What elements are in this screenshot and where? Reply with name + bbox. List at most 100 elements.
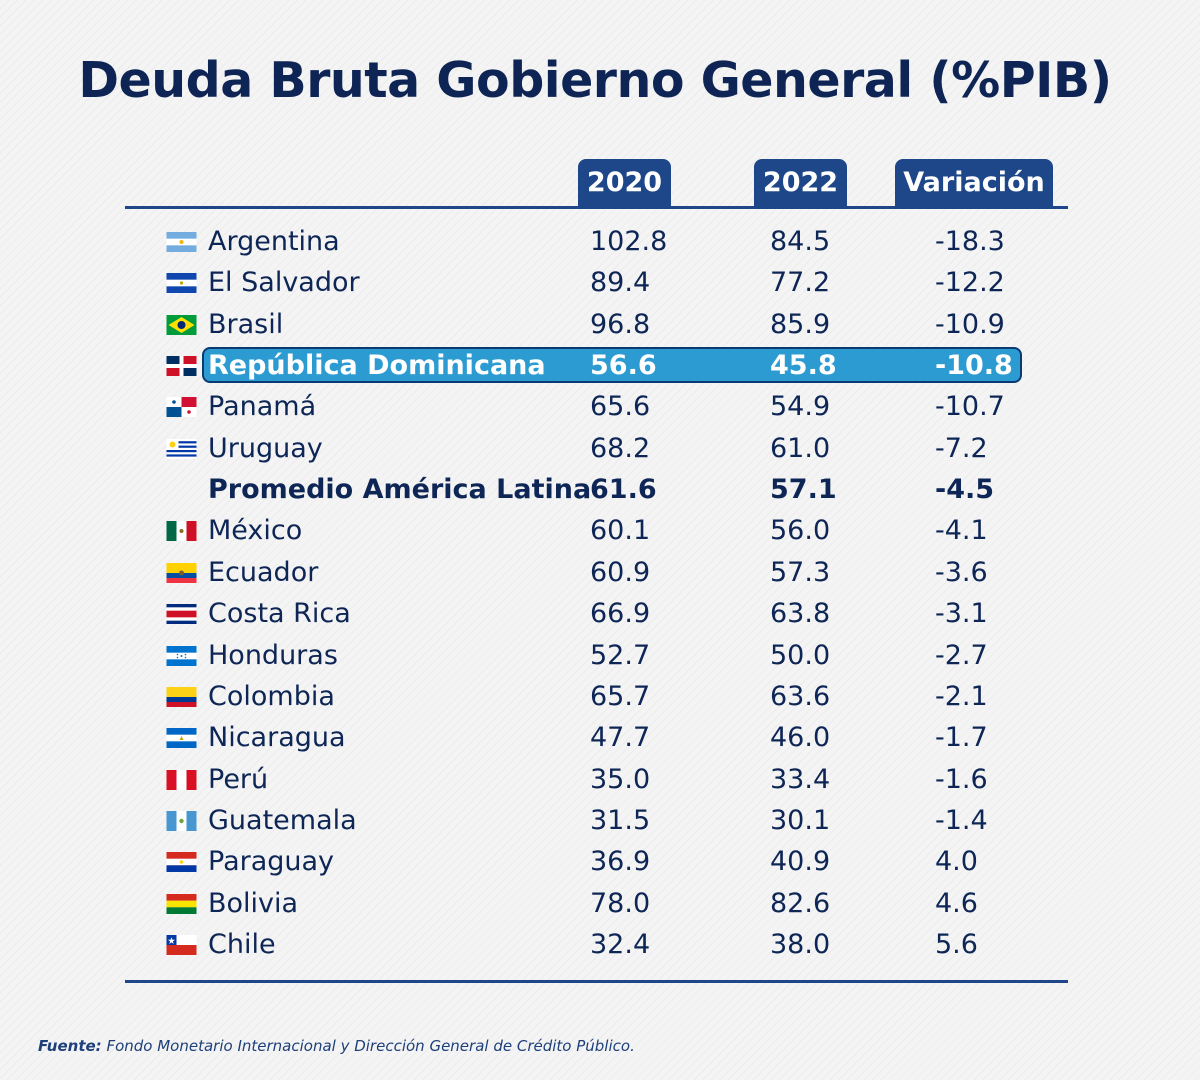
chile-flag-icon (166, 934, 197, 955)
value-2020: 96.8 (590, 308, 651, 340)
country-name: República Dominicana (208, 350, 546, 382)
value-variacion: -3.6 (935, 556, 988, 588)
value-variacion: -2.1 (935, 680, 988, 712)
value-2022: 46.0 (770, 722, 831, 754)
value-2022: 77.2 (770, 267, 831, 299)
country-name: Chile (208, 928, 276, 960)
table-row-republica-dominicana: República Dominicana 56.6 45.8 -10.8 (0, 345, 1200, 386)
value-2020: 102.8 (590, 226, 668, 257)
paraguay-flag-icon (166, 852, 197, 873)
country-name: Bolivia (208, 887, 299, 919)
value-2022: 63.8 (770, 598, 831, 630)
value-variacion: 5.6 (935, 928, 978, 960)
value-variacion: -4.5 (935, 474, 995, 506)
peru-flag-icon (166, 769, 197, 790)
value-2020: 32.4 (590, 928, 651, 960)
table-row-uruguay: Uruguay 68.2 61.0 -7.2 (0, 428, 1200, 469)
value-2022: 63.6 (770, 680, 831, 712)
value-2022: 30.1 (770, 804, 831, 836)
value-variacion: -12.2 (935, 267, 1005, 299)
costa-rica-flag-icon (166, 604, 197, 625)
brazil-flag-icon (166, 314, 197, 335)
value-variacion: -1.6 (935, 763, 988, 795)
argentina-flag-icon (166, 232, 197, 252)
table-row-ecuador: Ecuador 60.9 57.3 -3.6 (0, 552, 1200, 593)
column-header-2020: 2020 (578, 159, 671, 206)
country-name: Brasil (208, 308, 284, 340)
value-2022: 50.0 (770, 639, 831, 671)
bolivia-flag-icon (166, 893, 197, 914)
country-name: México (208, 515, 303, 547)
table-row-argentina: Argentina 102.8 84.5 -18.3 (0, 221, 1200, 262)
table-row-costa-rica: Costa Rica 66.9 63.8 -3.1 (0, 593, 1200, 634)
value-2022: 57.1 (770, 474, 837, 506)
country-name: El Salvador (208, 267, 360, 299)
value-variacion: -1.7 (935, 722, 988, 754)
ecuador-flag-icon (166, 562, 197, 583)
table-row-el-salvador: El Salvador 89.4 77.2 -12.2 (0, 262, 1200, 303)
source-text: Fondo Monetario Internacional y Direcció… (101, 1037, 635, 1055)
nicaragua-flag-icon (166, 728, 197, 749)
guatemala-flag-icon (166, 810, 197, 831)
value-2020: 78.0 (590, 887, 651, 919)
value-2020: 68.2 (590, 432, 651, 464)
value-2020: 31.5 (590, 804, 651, 836)
column-header-variacion: Variación (895, 159, 1053, 206)
value-variacion: -1.4 (935, 804, 988, 836)
value-variacion: -10.7 (935, 391, 1005, 423)
country-name: Honduras (208, 639, 338, 671)
country-name: Panamá (208, 391, 317, 423)
country-name: Argentina (208, 226, 340, 257)
value-variacion: 4.0 (935, 846, 978, 878)
value-2022: 82.6 (770, 887, 831, 919)
value-2020: 61.6 (590, 474, 657, 506)
table-row-brasil: Brasil 96.8 85.9 -10.9 (0, 304, 1200, 345)
uruguay-flag-icon (166, 438, 197, 459)
value-2020: 60.1 (590, 515, 651, 547)
country-name: Perú (208, 763, 269, 795)
chart-title: Deuda Bruta Gobierno General (%PIB) (78, 52, 1112, 109)
honduras-flag-icon (166, 645, 197, 666)
table-row-bolivia: Bolivia 78.0 82.6 4.6 (0, 883, 1200, 924)
value-2022: 33.4 (770, 763, 831, 795)
value-variacion: -10.9 (935, 308, 1005, 340)
table-row-promedio-america-latina: Promedio América Latina 61.6 57.1 -4.5 (0, 469, 1200, 510)
value-2020: 65.6 (590, 391, 651, 423)
country-name: Nicaragua (208, 722, 346, 754)
value-2020: 65.7 (590, 680, 651, 712)
country-name: Ecuador (208, 556, 319, 588)
value-2022: 61.0 (770, 432, 831, 464)
source-label: Fuente: (38, 1037, 102, 1055)
colombia-flag-icon (166, 686, 197, 707)
value-2022: 45.8 (770, 350, 837, 382)
table-row-nicaragua: Nicaragua 47.7 46.0 -1.7 (0, 717, 1200, 758)
country-name: Paraguay (208, 846, 335, 878)
table-row-panama: Panamá 65.6 54.9 -10.7 (0, 386, 1200, 427)
value-2020: 60.9 (590, 556, 651, 588)
value-variacion: -10.8 (935, 350, 1013, 382)
value-variacion: -4.1 (935, 515, 988, 547)
highlight-bar (202, 347, 1022, 383)
country-name: Uruguay (208, 432, 323, 464)
value-variacion: -2.7 (935, 639, 988, 671)
value-2022: 54.9 (770, 391, 831, 423)
table-row-colombia: Colombia 65.7 63.6 -2.1 (0, 676, 1200, 717)
value-2020: 36.9 (590, 846, 651, 878)
mexico-flag-icon (166, 521, 197, 542)
value-2020: 66.9 (590, 598, 651, 630)
country-name: Colombia (208, 680, 335, 712)
table-row-peru: Perú 35.0 33.4 -1.6 (0, 759, 1200, 800)
table-row-mexico: México 60.1 56.0 -4.1 (0, 510, 1200, 551)
value-2020: 56.6 (590, 350, 657, 382)
header-rule (125, 206, 1068, 209)
value-2020: 52.7 (590, 639, 651, 671)
value-2022: 40.9 (770, 846, 831, 878)
value-2020: 35.0 (590, 763, 651, 795)
table-row-chile: Chile 32.4 38.0 5.6 (0, 924, 1200, 965)
panama-flag-icon (166, 397, 197, 418)
value-2022: 85.9 (770, 308, 831, 340)
source-note: Fuente: Fondo Monetario Internacional y … (38, 1037, 635, 1055)
value-variacion: -18.3 (935, 226, 1005, 257)
value-2022: 57.3 (770, 556, 831, 588)
value-2022: 56.0 (770, 515, 831, 547)
